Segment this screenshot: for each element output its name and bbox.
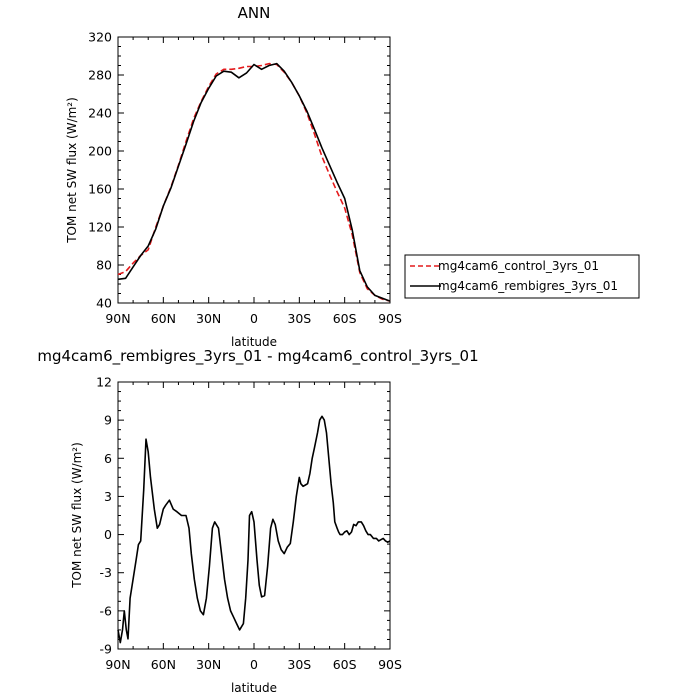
top-series-line-1: [117, 62, 391, 302]
bottom-plot-frame: [117, 381, 391, 650]
top-chart-title: ANN: [238, 4, 271, 22]
top-xtick-label: 90N: [105, 311, 130, 326]
bottom-ytick-label: 3: [104, 489, 112, 504]
panel-bottom: mg4cam6_rembigres_3yrs_01 - mg4cam6_cont…: [37, 347, 478, 695]
legend-label-rembigres: mg4cam6_rembigres_3yrs_01: [438, 279, 618, 293]
bottom-ytick-label: -6: [100, 603, 113, 618]
bottom-x-axis-label: latitude: [231, 681, 277, 695]
bottom-ytick-label: 0: [104, 527, 112, 542]
top-series-lines: [117, 62, 391, 302]
bottom-ytick-label: -3: [100, 565, 112, 580]
bottom-xtick-label: 90S: [378, 657, 402, 672]
legend-box: [404, 254, 640, 299]
top-xtick-label: 90S: [378, 311, 402, 326]
bottom-xtick-label: 60S: [333, 657, 357, 672]
bottom-ytick-label: -9: [100, 642, 113, 657]
top-y-axis-label: TOM net SW flux (W/m²): [65, 97, 79, 244]
top-ytick-label: 280: [88, 68, 112, 83]
top-xtick-label: 0: [250, 311, 258, 326]
bottom-series-lines: [117, 415, 391, 644]
panel-top: ANN 40 80 120 160 200 240 280 320 90N 60N 30N 0 30S 6…: [65, 4, 640, 349]
bottom-axis-ticks: -9 -6 -3 0 3 6 9 12 90N 60N 30N 0 30S 60S 90S: [96, 375, 402, 673]
top-ytick-label: 200: [88, 144, 112, 159]
top-xtick-label: 30S: [287, 311, 311, 326]
bottom-ytick-label: 6: [104, 451, 112, 466]
top-ytick-label: 120: [88, 220, 112, 235]
top-ytick-label: 320: [88, 30, 112, 45]
bottom-ytick-label: 9: [104, 413, 112, 428]
bottom-chart-title: mg4cam6_rembigres_3yrs_01 - mg4cam6_cont…: [37, 347, 478, 366]
bottom-xtick-label: 30S: [287, 657, 311, 672]
bottom-xtick-label: 60N: [151, 657, 176, 672]
bottom-y-axis-label: TOM net SW flux (W/m²): [70, 442, 84, 589]
bottom-ytick-label: 12: [96, 375, 112, 390]
legend: mg4cam6_control_3yrs_01 mg4cam6_rembigre…: [404, 254, 640, 299]
top-ytick-label: 40: [96, 296, 112, 311]
legend-label-control: mg4cam6_control_3yrs_01: [438, 259, 599, 273]
top-ytick-label: 160: [88, 182, 112, 197]
bottom-xtick-label: 0: [250, 657, 258, 672]
top-axis-ticks: 40 80 120 160 200 240 280 320 90N 60N 30N 0 30S 60S 90…: [88, 30, 402, 327]
top-series-line-2: [117, 62, 391, 302]
top-xtick-label: 60S: [333, 311, 357, 326]
top-ytick-label: 240: [88, 106, 112, 121]
top-x-axis-label: latitude: [231, 335, 277, 349]
bottom-series-line-1: [117, 415, 391, 644]
top-xtick-label: 60N: [151, 311, 176, 326]
bottom-xtick-label: 30N: [196, 657, 221, 672]
top-ytick-label: 80: [96, 258, 112, 273]
top-plot-frame: [117, 36, 391, 304]
top-xtick-label: 30N: [196, 311, 221, 326]
bottom-xtick-label: 90N: [105, 657, 130, 672]
